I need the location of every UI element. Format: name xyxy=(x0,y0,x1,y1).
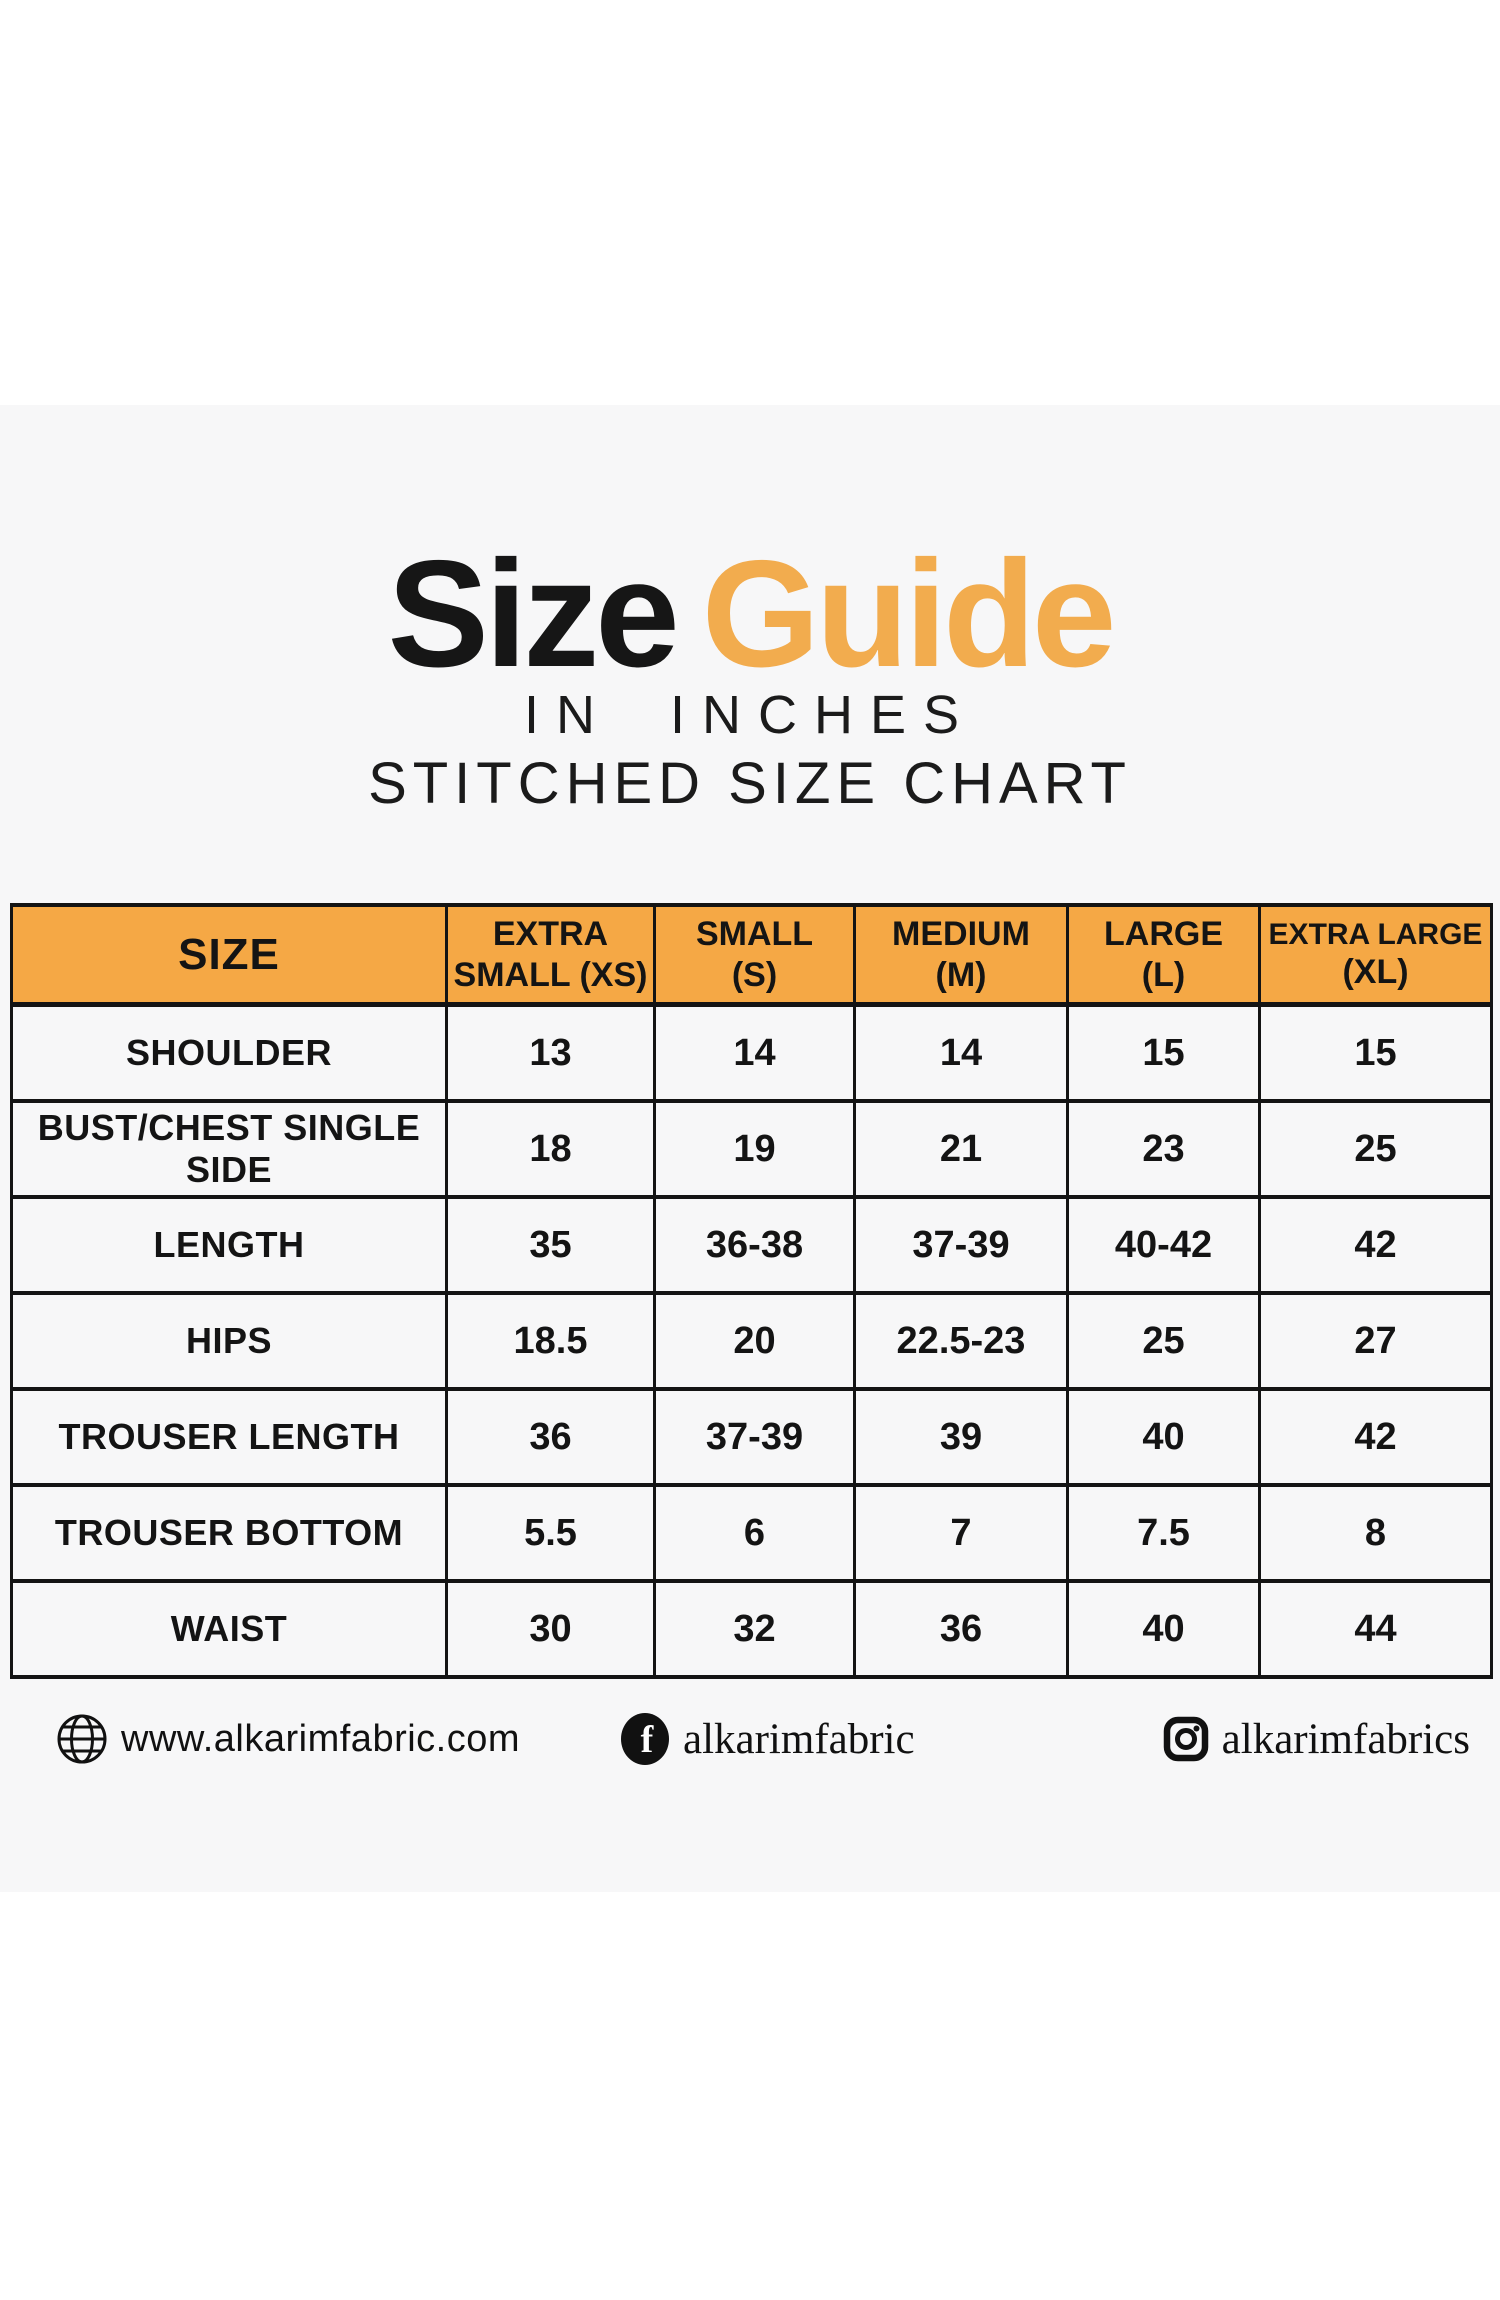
value-cell: 14 xyxy=(653,1002,856,1103)
value-cell: 27 xyxy=(1258,1291,1493,1391)
header-cell-3: MEDIUM (M) xyxy=(853,903,1069,1007)
table-row: LENGTH 35 36-38 37-39 40-42 42 xyxy=(10,1195,1493,1295)
value-cell: 40 xyxy=(1066,1579,1261,1679)
row-label: BUST/CHEST SINGLE SIDE xyxy=(10,1099,448,1199)
header-row: SIZE EXTRA SMALL (XS) SMALL (S) MEDIUM (M) LARG… xyxy=(10,903,1493,1007)
subtitle-in-inches: IN INCHES xyxy=(523,685,977,745)
header-line: SMALL xyxy=(695,915,814,954)
row-label: TROUSER LENGTH xyxy=(10,1387,448,1487)
value-cell: 25 xyxy=(1066,1291,1261,1391)
header-line: EXTRA xyxy=(492,915,609,954)
value-cell: 35 xyxy=(445,1195,656,1295)
value-cell: 14 xyxy=(853,1002,1069,1103)
value-cell: 42 xyxy=(1258,1387,1493,1487)
header-line: EXTRA LARGE xyxy=(1268,917,1483,951)
value-cell: 40-42 xyxy=(1066,1195,1261,1295)
title-word-guide: Guide xyxy=(701,529,1117,699)
value-cell: 7.5 xyxy=(1066,1483,1261,1583)
svg-text:f: f xyxy=(641,1719,655,1761)
value-cell: 36 xyxy=(445,1387,656,1487)
value-cell: 36 xyxy=(853,1579,1069,1679)
header-cell-5: EXTRA LARGE (XL) xyxy=(1258,903,1493,1007)
footer-instagram: alkarimfabrics xyxy=(1163,1710,1470,1768)
header-line: SIZE xyxy=(178,929,280,979)
row-label: WAIST xyxy=(10,1579,448,1679)
footer-facebook: f alkarimfabric xyxy=(620,1710,915,1768)
title-word-size: Size xyxy=(387,529,680,699)
website-url: www.alkarimfabric.com xyxy=(121,1717,521,1760)
header-line: (XL) xyxy=(1342,953,1409,992)
table-row: BUST/CHEST SINGLE SIDE 18 19 21 23 25 xyxy=(10,1099,1493,1199)
header-line: LARGE xyxy=(1104,915,1223,954)
header-cell-4: LARGE (L) xyxy=(1066,903,1261,1007)
value-cell: 32 xyxy=(653,1579,856,1679)
header-cell-0: SIZE xyxy=(10,903,448,1007)
value-cell: 13 xyxy=(445,1002,656,1103)
value-cell: 25 xyxy=(1258,1099,1493,1199)
value-cell: 18.5 xyxy=(445,1291,656,1391)
value-cell: 15 xyxy=(1066,1002,1261,1103)
instagram-handle: alkarimfabrics xyxy=(1221,1715,1470,1763)
table-header: SIZE EXTRA SMALL (XS) SMALL (S) MEDIUM (M) LARG… xyxy=(10,903,1493,1007)
header-line: MEDIUM xyxy=(892,915,1030,954)
value-cell: 36-38 xyxy=(653,1195,856,1295)
value-cell: 6 xyxy=(653,1483,856,1583)
header-line: (M) xyxy=(935,955,987,994)
facebook-handle: alkarimfabric xyxy=(683,1715,915,1763)
row-label: HIPS xyxy=(10,1291,448,1391)
value-cell: 8 xyxy=(1258,1483,1493,1583)
value-cell: 23 xyxy=(1066,1099,1261,1199)
size-chart-table: SIZE EXTRA SMALL (XS) SMALL (S) MEDIUM (M) LARG… xyxy=(10,903,1493,1679)
value-cell: 18 xyxy=(445,1099,656,1199)
header-cell-2: SMALL (S) xyxy=(653,903,856,1007)
table-row: TROUSER BOTTOM 5.5 6 7 7.5 8 xyxy=(10,1483,1493,1583)
value-cell: 5.5 xyxy=(445,1483,656,1583)
header-line: SMALL (XS) xyxy=(453,955,648,994)
row-label: TROUSER BOTTOM xyxy=(10,1483,448,1583)
instagram-icon xyxy=(1163,1716,1209,1762)
value-cell: 39 xyxy=(853,1387,1069,1487)
page-title: Size Guide xyxy=(0,538,1500,690)
footer-website: www.alkarimfabric.com xyxy=(56,1710,520,1768)
subtitle-stitched-size-chart: STITCHED SIZE CHART xyxy=(368,751,1132,816)
value-cell: 15 xyxy=(1258,1002,1493,1103)
header-line: (L) xyxy=(1141,955,1186,994)
facebook-icon: f xyxy=(620,1712,670,1766)
value-cell: 22.5-23 xyxy=(853,1291,1069,1391)
table-body: SHOULDER 13 14 14 15 15 BUST/CHEST SINGLE SIDE… xyxy=(10,1002,1493,1679)
table-row: WAIST 30 32 36 40 44 xyxy=(10,1579,1493,1679)
header-line: (S) xyxy=(731,955,778,994)
globe-icon xyxy=(56,1713,108,1765)
value-cell: 37-39 xyxy=(653,1387,856,1487)
header-cell-1: EXTRA SMALL (XS) xyxy=(445,903,656,1007)
row-label: LENGTH xyxy=(10,1195,448,1295)
table-row: SHOULDER 13 14 14 15 15 xyxy=(10,1002,1493,1103)
value-cell: 20 xyxy=(653,1291,856,1391)
value-cell: 19 xyxy=(653,1099,856,1199)
value-cell: 42 xyxy=(1258,1195,1493,1295)
value-cell: 7 xyxy=(853,1483,1069,1583)
table-row: HIPS 18.5 20 22.5-23 25 27 xyxy=(10,1291,1493,1391)
value-cell: 30 xyxy=(445,1579,656,1679)
value-cell: 44 xyxy=(1258,1579,1493,1679)
row-label: SHOULDER xyxy=(10,1002,448,1103)
value-cell: 40 xyxy=(1066,1387,1261,1487)
value-cell: 37-39 xyxy=(853,1195,1069,1295)
table-row: TROUSER LENGTH 36 37-39 39 40 42 xyxy=(10,1387,1493,1487)
value-cell: 21 xyxy=(853,1099,1069,1199)
